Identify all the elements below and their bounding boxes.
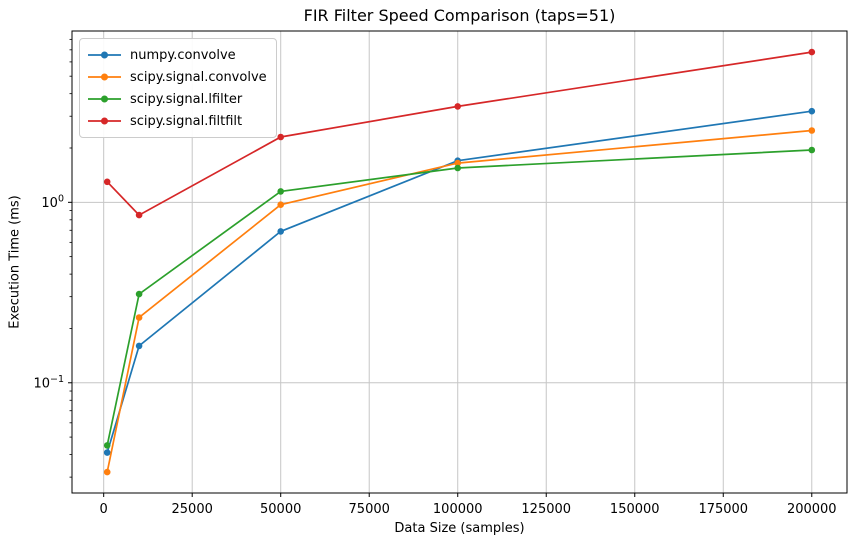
data-point (277, 228, 285, 235)
y-tick-label: 100 (41, 193, 64, 211)
legend-item-label: scipy.signal.lfilter (130, 91, 243, 107)
legend-item: numpy.convolve (88, 44, 267, 66)
data-point (808, 107, 816, 115)
legend-item-label: scipy.signal.convolve (130, 69, 267, 85)
legend-line-sample (88, 95, 121, 103)
y-tick-label: 10−1 (33, 374, 64, 392)
data-point (808, 127, 816, 134)
data-point (135, 314, 143, 321)
data-point (277, 201, 285, 208)
data-point (277, 133, 285, 141)
data-point (454, 159, 462, 167)
x-tick-label: 150000 (610, 502, 660, 517)
chart-title: FIR Filter Speed Comparison (taps=51) (303, 6, 616, 25)
legend-item: scipy.signal.convolve (88, 66, 267, 88)
legend-line-sample (88, 73, 121, 81)
data-point (277, 188, 285, 195)
legend-line-sample (88, 117, 121, 125)
data-point (135, 290, 143, 298)
x-tick-label: 75000 (349, 502, 390, 517)
axes-spines (71, 30, 848, 494)
legend-marker-icon (101, 95, 108, 103)
data-point (454, 164, 462, 172)
legend-marker-icon (101, 117, 108, 125)
data-point (103, 449, 111, 456)
series-line-1 (106, 129, 812, 473)
data-point (103, 468, 111, 476)
legend-marker-icon (101, 73, 108, 81)
data-point (808, 146, 816, 154)
y-axis-label: Execution Time (ms) (7, 195, 23, 329)
legend-item: scipy.signal.filtfilt (88, 110, 267, 132)
legend: numpy.convolve scipy.signal.convolve scipy… (79, 38, 277, 138)
data-point (103, 178, 111, 186)
data-point (808, 48, 816, 56)
x-tick-label: 0 (100, 502, 108, 517)
x-tick-label: 175000 (698, 502, 748, 517)
series-line-2 (106, 149, 812, 446)
data-point (103, 442, 111, 449)
x-tick-label: 125000 (521, 502, 571, 517)
x-tick-label: 100000 (433, 502, 483, 517)
x-axis-label: Data Size (samples) (394, 521, 525, 536)
legend-marker-icon (101, 51, 108, 59)
legend-item-label: scipy.signal.filtfilt (130, 113, 243, 129)
legend-line-sample (88, 51, 121, 59)
data-point (135, 211, 143, 219)
x-tick-label: 25000 (172, 502, 213, 517)
legend-item: scipy.signal.lfilter (88, 88, 267, 110)
data-point (135, 342, 143, 350)
legend-item-label: numpy.convolve (130, 47, 236, 63)
x-tick-label: 200000 (787, 502, 837, 517)
data-point (454, 103, 462, 110)
x-tick-label: 50000 (260, 502, 301, 517)
